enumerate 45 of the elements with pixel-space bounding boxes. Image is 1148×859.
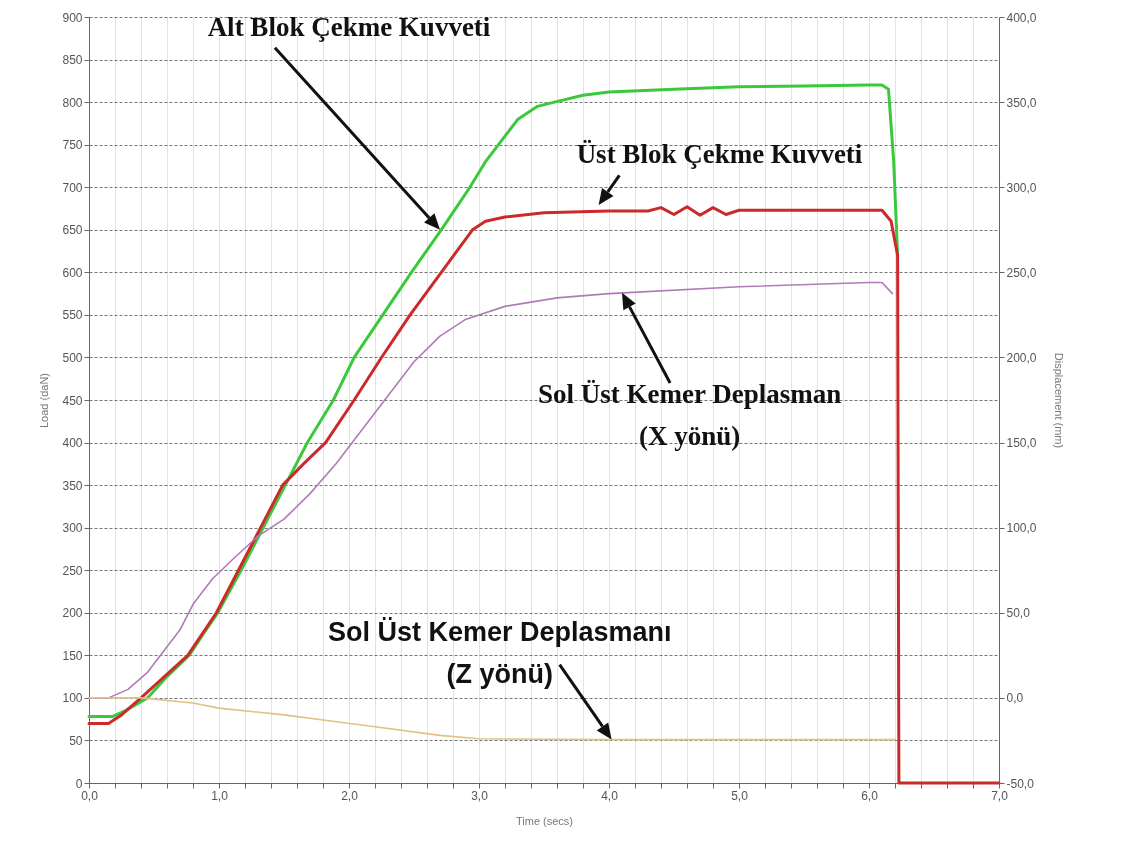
y-tick-label: 700 <box>62 180 83 195</box>
x-axis-title: Time (secs) <box>515 814 574 827</box>
y-tick-label: 500 <box>62 350 83 365</box>
x-tick-label: 0,0 <box>81 788 99 803</box>
y-axis-title: Load (daN) <box>38 372 51 429</box>
y2-tick-label: 400,0 <box>1006 10 1037 25</box>
line-series <box>88 697 896 741</box>
x-tick-label: 6,0 <box>861 788 879 803</box>
y-tick-label: 50 <box>69 733 83 748</box>
y2-tick-label: 0,0 <box>1006 691 1024 706</box>
annotation: Alt Blok Çekme Kuvveti <box>207 12 491 43</box>
y2-tick-label: 300,0 <box>1006 180 1037 195</box>
y-tick-label: 600 <box>62 265 83 280</box>
y-tick-label: 0 <box>75 776 83 791</box>
y-tick-label: 750 <box>62 138 83 153</box>
annotation: Sol Üst Kemer Deplasmanı (Z yönü) <box>327 617 672 690</box>
x-tick-label: 5,0 <box>731 788 749 803</box>
y-tick-label: 900 <box>62 10 83 25</box>
y-tick-label: 350 <box>62 478 83 493</box>
y-tick-label: 650 <box>62 223 83 238</box>
y2-tick-label: 200,0 <box>1006 350 1037 365</box>
y-tick-label: 800 <box>62 95 83 110</box>
y-tick-label: 850 <box>62 53 83 68</box>
y2-axis-title: Displacement (mm) <box>1052 352 1065 449</box>
y2-tick-label: 50,0 <box>1006 606 1031 621</box>
annotation: Üst Blok Çekme Kuvveti <box>576 138 863 169</box>
y-tick-label: 450 <box>62 393 83 408</box>
x-tick-label: 3,0 <box>471 788 489 803</box>
y-tick-label: 250 <box>62 563 83 578</box>
y2-tick-label: 100,0 <box>1006 521 1037 536</box>
y-tick-label: 400 <box>62 436 83 451</box>
y-tick-label: 150 <box>62 648 83 663</box>
y-tick-label: 550 <box>62 308 83 323</box>
y2-tick-label: -50,0 <box>1006 776 1035 791</box>
x-tick-label: 1,0 <box>211 788 229 803</box>
x-tick-label: 4,0 <box>601 788 619 803</box>
x-tick-label: 7,0 <box>991 788 1009 803</box>
y2-tick-label: 350,0 <box>1006 95 1037 110</box>
y2-tick-label: 250,0 <box>1006 265 1037 280</box>
x-tick-label: 2,0 <box>341 788 359 803</box>
annotation: Sol Üst Kemer Deplasman (X yönü) <box>537 378 842 451</box>
y-tick-label: 100 <box>62 691 83 706</box>
y-tick-label: 300 <box>62 521 83 536</box>
y2-tick-label: 150,0 <box>1006 436 1037 451</box>
y-tick-label: 200 <box>62 606 83 621</box>
